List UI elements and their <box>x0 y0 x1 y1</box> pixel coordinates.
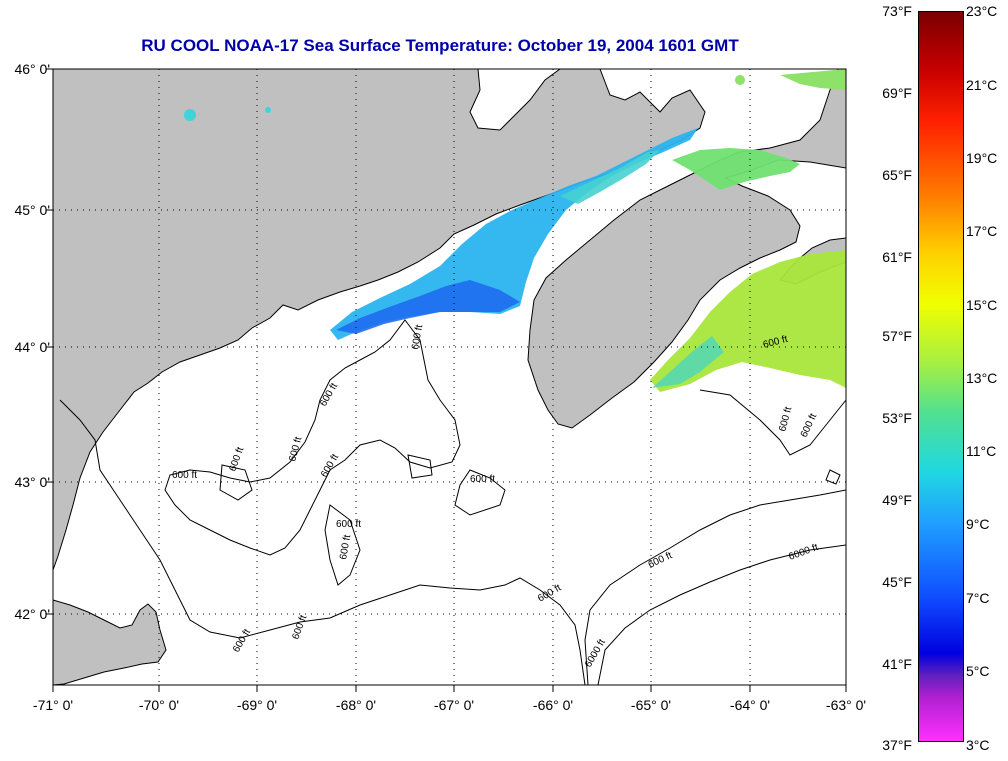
lon-label: -71° 0' <box>32 697 74 713</box>
axis-ticks <box>46 68 847 692</box>
fahrenheit-label: 57°F <box>882 328 912 344</box>
lat-label: 45° 0' <box>14 202 50 218</box>
lon-label: -66° 0' <box>532 697 574 713</box>
sst-north <box>780 69 846 90</box>
temperature-colorbar <box>918 11 964 742</box>
sst-lake <box>184 109 196 121</box>
lat-label: 43° 0' <box>14 474 50 490</box>
sst-fundy-cold <box>336 280 520 334</box>
map-content <box>53 69 846 685</box>
celsius-label: 23°C <box>966 3 998 19</box>
celsius-label: 13°C <box>966 370 998 386</box>
lon-label: -67° 0' <box>433 697 475 713</box>
celsius-label: 5°C <box>966 663 990 679</box>
fahrenheit-label: 45°F <box>882 574 912 590</box>
lon-label: -65° 0' <box>630 697 672 713</box>
fahrenheit-label: 49°F <box>882 492 912 508</box>
land-cape-cod <box>53 599 167 685</box>
lat-label: 46° 0' <box>14 61 50 77</box>
celsius-label: 19°C <box>966 150 998 166</box>
fahrenheit-label: 53°F <box>882 410 912 426</box>
lon-label: -63° 0' <box>825 697 867 713</box>
lat-label: 44° 0' <box>14 339 50 355</box>
fahrenheit-label: 41°F <box>882 656 912 672</box>
fahrenheit-label: 69°F <box>882 85 912 101</box>
map-frame <box>52 68 847 686</box>
bathymetry-contours <box>59 319 846 685</box>
fahrenheit-label: 37°F <box>882 737 912 753</box>
lon-label: -68° 0' <box>335 697 377 713</box>
graticule <box>53 69 846 685</box>
sst-lake <box>735 75 745 85</box>
sst-scotian-cool <box>652 336 724 388</box>
contour-label: 600 ft <box>338 534 353 561</box>
lon-label: -69° 0' <box>236 697 278 713</box>
celsius-label: 21°C <box>966 77 998 93</box>
lat-label: 42° 0' <box>14 606 50 622</box>
fahrenheit-label: 65°F <box>882 167 912 183</box>
contour-label: 600 ft <box>336 519 361 530</box>
lon-label: -64° 0' <box>729 697 771 713</box>
lon-label: -70° 0' <box>138 697 180 713</box>
land-new-england <box>53 69 706 571</box>
chart-title: RU COOL NOAA-17 Sea Surface Temperature:… <box>141 36 739 55</box>
contour-label: 600 ft <box>172 470 197 481</box>
fahrenheit-label: 61°F <box>882 249 912 265</box>
celsius-label: 9°C <box>966 516 990 532</box>
celsius-label: 7°C <box>966 590 990 606</box>
sst-minas <box>672 148 800 190</box>
celsius-label: 17°C <box>966 223 998 239</box>
contour-label: 600 ft <box>470 474 495 485</box>
sst-fundy-mid <box>560 150 660 204</box>
celsius-label: 15°C <box>966 297 998 313</box>
celsius-label: 11°C <box>966 443 997 459</box>
contour-label: 600 ft <box>410 324 425 351</box>
sst-fundy <box>330 128 698 340</box>
fahrenheit-label: 73°F <box>882 3 912 19</box>
celsius-label: 3°C <box>966 737 990 753</box>
sst-lake <box>265 107 271 113</box>
